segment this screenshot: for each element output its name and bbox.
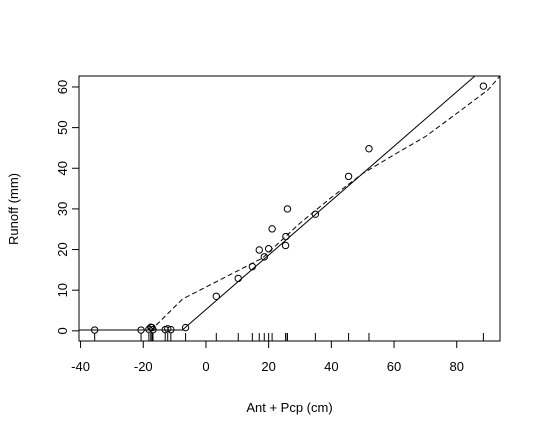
- data-point: [90, 326, 99, 334]
- data-point: [248, 262, 257, 271]
- x-tick-label: -20: [134, 359, 153, 374]
- rug-marks: [94, 333, 484, 341]
- data-point: [234, 274, 242, 283]
- x-tick-label: 40: [324, 359, 338, 374]
- fit-lines: [79, 76, 500, 332]
- data-points: [90, 82, 488, 334]
- y-tick-label: 10: [55, 283, 70, 297]
- data-point: [281, 241, 290, 250]
- y-tick-label: 60: [55, 80, 70, 94]
- data-point: [255, 246, 263, 254]
- data-point: [264, 245, 273, 253]
- data-point: [212, 292, 221, 300]
- data-point: [282, 232, 290, 241]
- data-point: [268, 225, 276, 233]
- x-tick-label: 0: [202, 359, 209, 374]
- plot-frame: [78, 75, 501, 342]
- y-tick-label: 30: [55, 202, 70, 216]
- y-axis: 0 10 20 30 40 50 60: [55, 80, 79, 334]
- data-point: [137, 326, 145, 334]
- data-point: [149, 325, 157, 334]
- solid-fit-line: [79, 76, 476, 331]
- y-axis-label: Runoff (mm): [6, 173, 21, 245]
- x-tick-label: 60: [387, 359, 401, 374]
- data-point: [283, 205, 292, 213]
- data-point: [344, 172, 353, 181]
- data-point: [164, 325, 172, 333]
- y-tick-label: 50: [55, 120, 70, 134]
- dashed-fit-line: [150, 76, 500, 332]
- y-tick-label: 0: [55, 327, 70, 334]
- x-tick-label: -40: [71, 359, 90, 374]
- data-point: [167, 325, 175, 334]
- x-axis: -40 -20 0 20 40 60 80: [71, 341, 464, 374]
- data-point: [311, 210, 320, 218]
- x-axis-label: Ant + Pcp (cm): [246, 400, 332, 415]
- x-tick-label: 20: [261, 359, 275, 374]
- data-point: [181, 323, 190, 332]
- data-point: [365, 145, 373, 153]
- x-tick-label: 80: [450, 359, 464, 374]
- data-point: [479, 82, 488, 90]
- y-tick-label: 20: [55, 242, 70, 256]
- y-tick-label: 40: [55, 161, 70, 175]
- data-point: [260, 253, 268, 261]
